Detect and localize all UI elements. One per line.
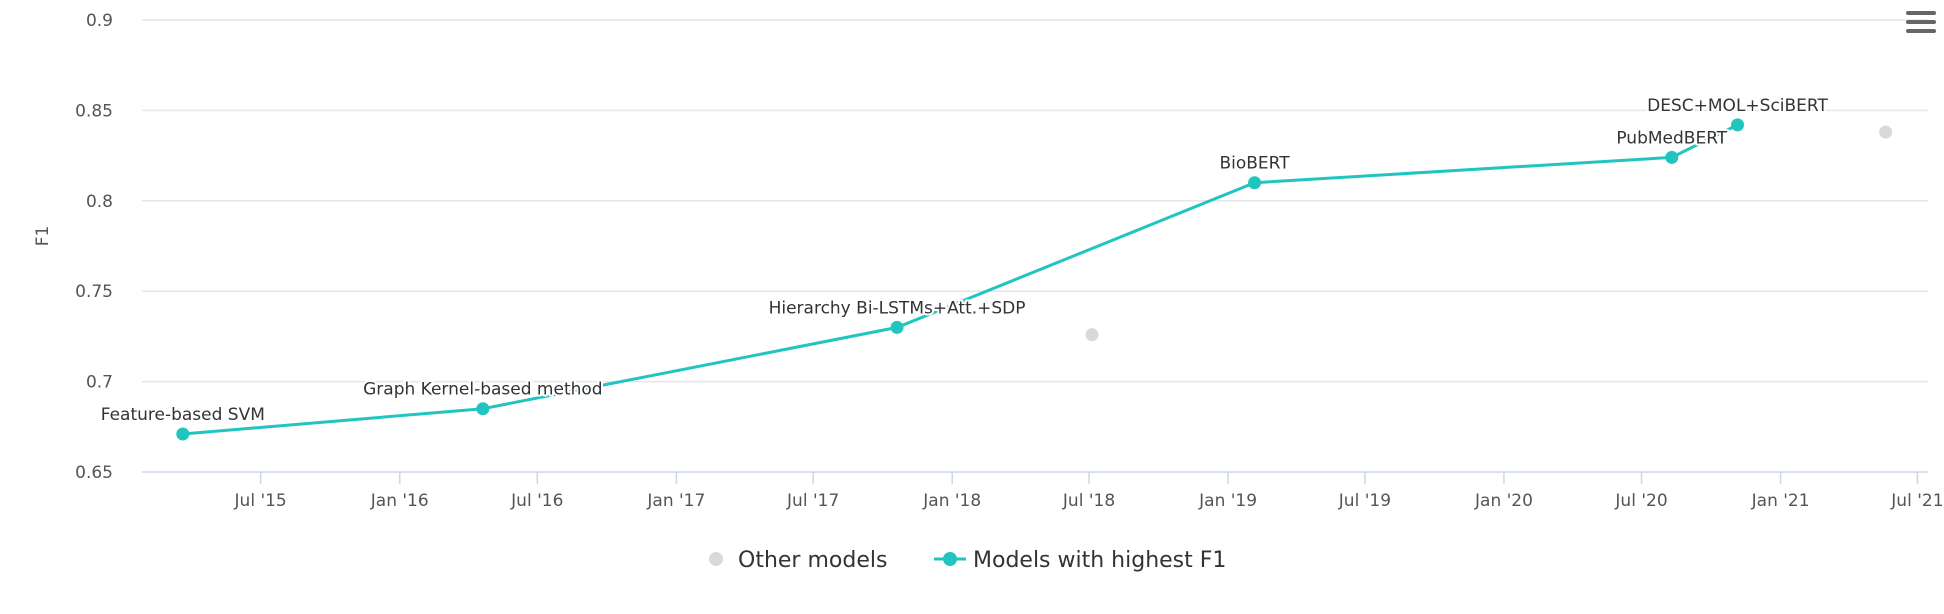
y-tick-label: 0.75 xyxy=(75,282,113,302)
hamburger-menu-icon[interactable] xyxy=(1900,8,1940,42)
x-tick-label: Jan '20 xyxy=(1474,491,1533,511)
legend[interactable]: Other models Models with highest F1 xyxy=(709,548,1226,573)
best-model-point[interactable] xyxy=(476,402,490,416)
y-tick-label: 0.7 xyxy=(86,373,113,393)
x-tick-label: Jul '21 xyxy=(1890,491,1943,511)
other-model-point[interactable] xyxy=(1879,125,1893,139)
legend-item-other-models[interactable]: Other models xyxy=(709,548,887,573)
y-tick-label: 0.8 xyxy=(86,192,113,212)
x-tick-label: Jan '21 xyxy=(1751,491,1810,511)
other-model-point[interactable] xyxy=(1085,328,1099,342)
legend-label-best: Models with highest F1 xyxy=(973,548,1226,573)
x-tick-label: Jul '19 xyxy=(1338,491,1391,511)
series xyxy=(176,118,1893,441)
x-tick-label: Jul '17 xyxy=(786,491,839,511)
x-axis: Jul '15 Jan '16 Jul '16 Jan '17 Jul '17 Jan '… xyxy=(142,471,1944,511)
x-tick-label: Jul '20 xyxy=(1614,491,1667,511)
x-tick-label: Jul '15 xyxy=(234,491,287,511)
legend-label-other: Other models xyxy=(738,548,887,573)
point-label: Graph Kernel-based method xyxy=(363,380,602,400)
point-label: PubMedBERT xyxy=(1616,128,1727,148)
best-model-point[interactable] xyxy=(1731,118,1745,132)
x-tick-label: Jan '19 xyxy=(1198,491,1257,511)
best-model-point[interactable] xyxy=(1665,150,1679,164)
x-tick-label: Jan '16 xyxy=(370,491,429,511)
x-tick-label: Jul '16 xyxy=(510,491,563,511)
point-label: Hierarchy Bi-LSTMs+Att.+SDP xyxy=(769,298,1026,318)
x-tick-label: Jan '17 xyxy=(646,491,705,511)
grid-lines xyxy=(142,19,1928,383)
point-labels: Feature-based SVM Graph Kernel-based meth… xyxy=(99,94,1831,427)
legend-item-best-models[interactable]: Models with highest F1 xyxy=(934,548,1226,573)
y-tick-label: 0.85 xyxy=(75,101,113,121)
x-tick-label: Jan '18 xyxy=(922,491,981,511)
y-tick-label: 0.65 xyxy=(75,463,113,483)
legend-marker-best xyxy=(943,552,957,566)
point-label: DESC+MOL+SciBERT xyxy=(1647,96,1828,116)
point-label: Feature-based SVM xyxy=(101,405,265,425)
y-axis: 0.65 0.7 0.75 0.8 0.85 0.9 xyxy=(75,11,113,483)
best-model-point[interactable] xyxy=(176,427,190,441)
point-label: BioBERT xyxy=(1219,154,1290,174)
x-tick-label: Jul '18 xyxy=(1062,491,1115,511)
best-model-point[interactable] xyxy=(890,320,904,334)
y-tick-label: 0.9 xyxy=(86,11,113,31)
legend-marker-other xyxy=(709,552,723,566)
best-model-point[interactable] xyxy=(1248,176,1262,190)
y-axis-title: F1 xyxy=(33,226,53,247)
best-model-line xyxy=(182,123,1739,436)
